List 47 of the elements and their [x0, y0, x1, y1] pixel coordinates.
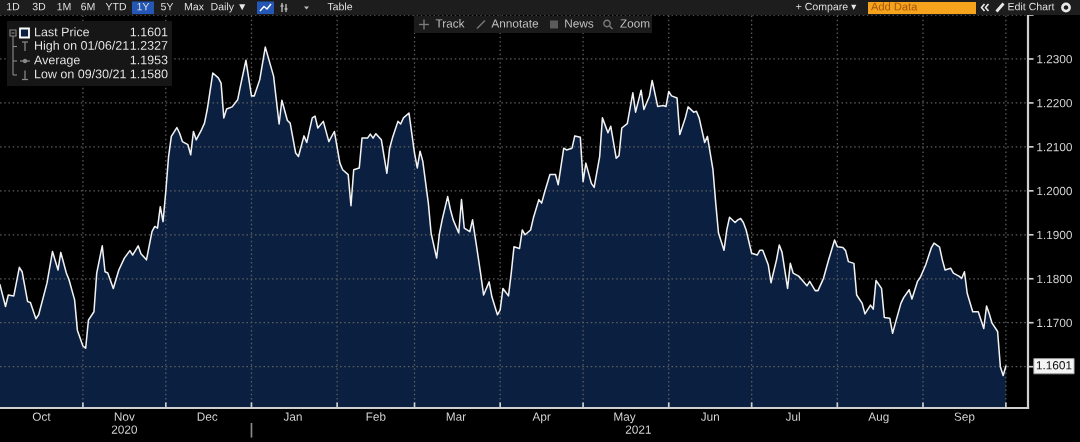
y-tick-label: 1.1800	[1037, 274, 1072, 284]
text: 1Y	[137, 2, 150, 11]
y-tick-label: 1.1700	[1037, 318, 1072, 328]
x-tick-label: Jan	[283, 412, 302, 421]
x-tick-label: Oct	[32, 412, 51, 421]
x-tick-label: Feb	[366, 412, 386, 421]
x-tick-label: Dec	[197, 412, 218, 421]
annotation: Zoom	[620, 19, 650, 28]
text: Edit Chart	[1008, 2, 1055, 11]
text: 5Y	[160, 2, 174, 11]
x-tick-label: Apr	[532, 412, 551, 424]
annotation: Low on 09/30/21	[35, 69, 126, 79]
text: YTD	[105, 2, 127, 11]
y-tick-label: 1.2000	[1037, 186, 1072, 196]
legend-label: Last Price	[35, 27, 90, 37]
annotation: 1.1601	[1036, 361, 1072, 370]
y-tick-label: 1.2200	[1037, 98, 1072, 108]
x-tick-label: Jun	[700, 412, 719, 421]
text: Max	[184, 2, 204, 11]
x-tick-label: Mar	[446, 412, 466, 421]
text: 1D	[7, 2, 20, 11]
x2-tick-label: 2021	[625, 425, 651, 434]
annotation: 1.1953	[130, 55, 168, 65]
annotation: Average	[34, 55, 80, 67]
text: 6M	[81, 2, 95, 11]
annotation: 1.2327	[130, 41, 168, 50]
x2-tick-label: 2020	[111, 425, 138, 434]
annotation: Annotate	[491, 19, 539, 28]
x-tick-label: Sep	[954, 412, 975, 424]
annotation: 1.1580	[130, 69, 168, 79]
annotation: News	[565, 19, 594, 28]
x-tick-label: Jul	[785, 412, 800, 421]
y-tick-label: 1.2300	[1037, 54, 1072, 64]
text: Table	[327, 2, 353, 11]
x-tick-label: Aug	[868, 412, 889, 424]
x-tick-label: Nov	[114, 412, 135, 421]
annotation: Track	[435, 19, 465, 28]
text: Add Data	[871, 2, 918, 11]
text: 3D	[32, 2, 46, 11]
y-tick-label: 1.1900	[1037, 230, 1072, 240]
x-tick-label: May	[614, 412, 636, 424]
annotation: High on 01/06/21	[35, 40, 129, 53]
text: + Compare ▾	[796, 2, 857, 13]
text: Daily ▼	[211, 2, 246, 13]
y-tick-label: 1.2100	[1037, 142, 1072, 152]
text: 1M	[57, 2, 71, 11]
annotation: 1.1601	[130, 27, 168, 37]
